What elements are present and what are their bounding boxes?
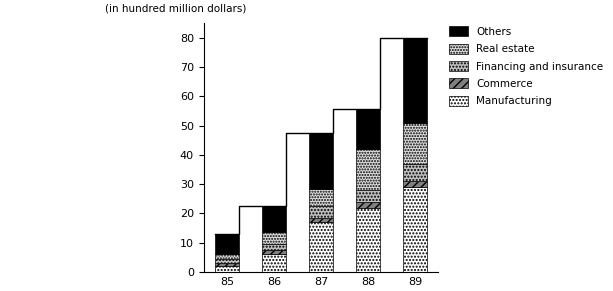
Legend: Others, Real estate, Financing and insurance, Commerce, Manufacturing: Others, Real estate, Financing and insur… [446,23,606,109]
Text: (in hundred million dollars): (in hundred million dollars) [105,3,246,13]
Bar [356,109,379,149]
Bar [262,244,286,250]
Bar [403,181,427,187]
Bar [310,133,333,189]
Bar [310,206,333,218]
Bar [403,38,427,123]
Bar [262,206,286,233]
Bar [356,190,379,202]
Bar [403,123,427,164]
Bar [215,266,239,272]
Bar [356,202,379,207]
Bar [215,234,239,254]
Bar [262,254,286,272]
Bar [262,250,286,254]
Bar [215,254,239,259]
Bar [310,189,333,206]
Bar [356,207,379,272]
Bar [403,164,427,181]
Bar [310,222,333,272]
Bar [403,187,427,272]
Bar [356,149,379,190]
Bar [310,218,333,222]
Bar [262,233,286,244]
Bar [215,259,239,263]
Bar [215,263,239,266]
